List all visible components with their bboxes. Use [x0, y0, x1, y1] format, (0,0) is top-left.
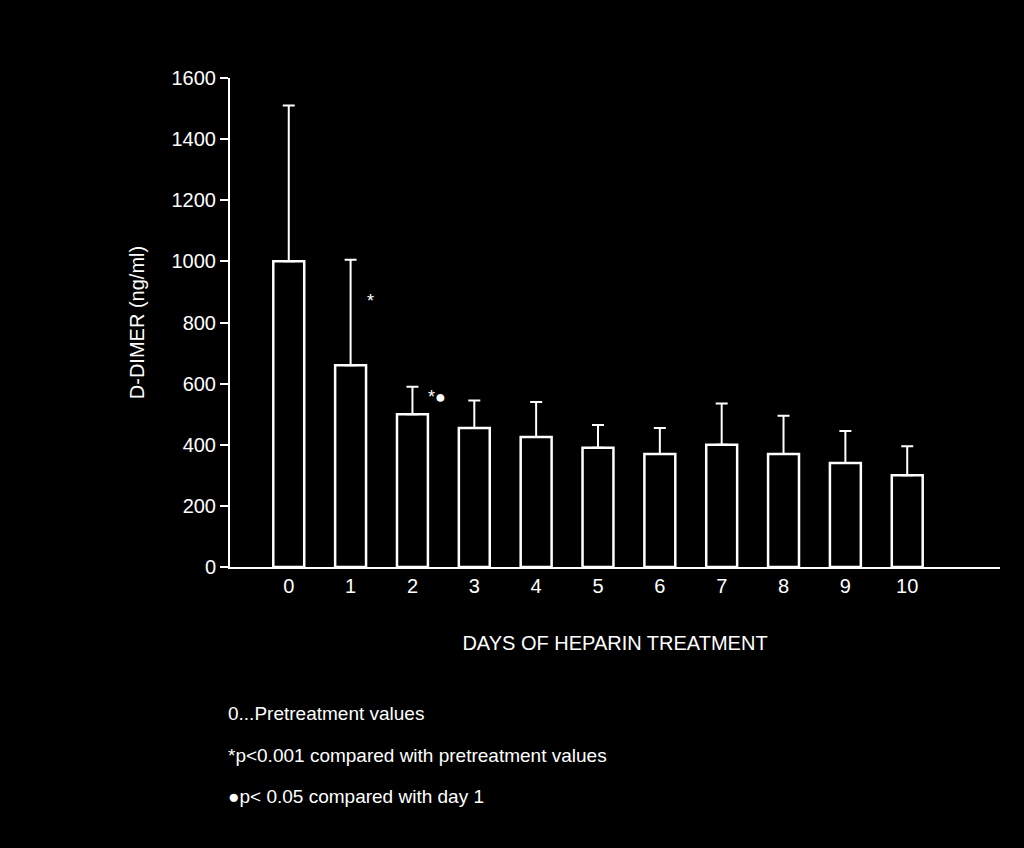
svg-text:1000: 1000 — [172, 250, 217, 272]
svg-text:200: 200 — [183, 495, 216, 517]
svg-text:0: 0 — [205, 556, 216, 578]
svg-text:400: 400 — [183, 434, 216, 456]
svg-text:D-DIMER (ng/ml): D-DIMER (ng/ml) — [126, 246, 148, 399]
svg-text:*p<0.001 compared with pretrea: *p<0.001 compared with pretreatment valu… — [228, 745, 607, 766]
svg-text:6: 6 — [654, 575, 665, 597]
svg-text:9: 9 — [840, 575, 851, 597]
svg-text:600: 600 — [183, 373, 216, 395]
svg-text:5: 5 — [592, 575, 603, 597]
svg-text:2: 2 — [407, 575, 418, 597]
svg-text:0: 0 — [283, 575, 294, 597]
svg-text:DAYS OF HEPARIN TREATMENT: DAYS OF HEPARIN TREATMENT — [462, 632, 767, 654]
svg-text:7: 7 — [716, 575, 727, 597]
svg-text:4: 4 — [531, 575, 542, 597]
svg-text:0...Pretreatment values: 0...Pretreatment values — [228, 703, 424, 724]
svg-text:10: 10 — [896, 575, 918, 597]
svg-text:800: 800 — [183, 312, 216, 334]
svg-text:1600: 1600 — [172, 67, 217, 89]
svg-text:8: 8 — [778, 575, 789, 597]
svg-text:1400: 1400 — [172, 128, 217, 150]
svg-text:●p< 0.05 compared with day 1: ●p< 0.05 compared with day 1 — [228, 786, 484, 807]
svg-text:1200: 1200 — [172, 189, 217, 211]
svg-text:*: * — [367, 291, 374, 311]
svg-text:3: 3 — [469, 575, 480, 597]
svg-text:*●: *● — [428, 387, 446, 407]
svg-text:1: 1 — [345, 575, 356, 597]
